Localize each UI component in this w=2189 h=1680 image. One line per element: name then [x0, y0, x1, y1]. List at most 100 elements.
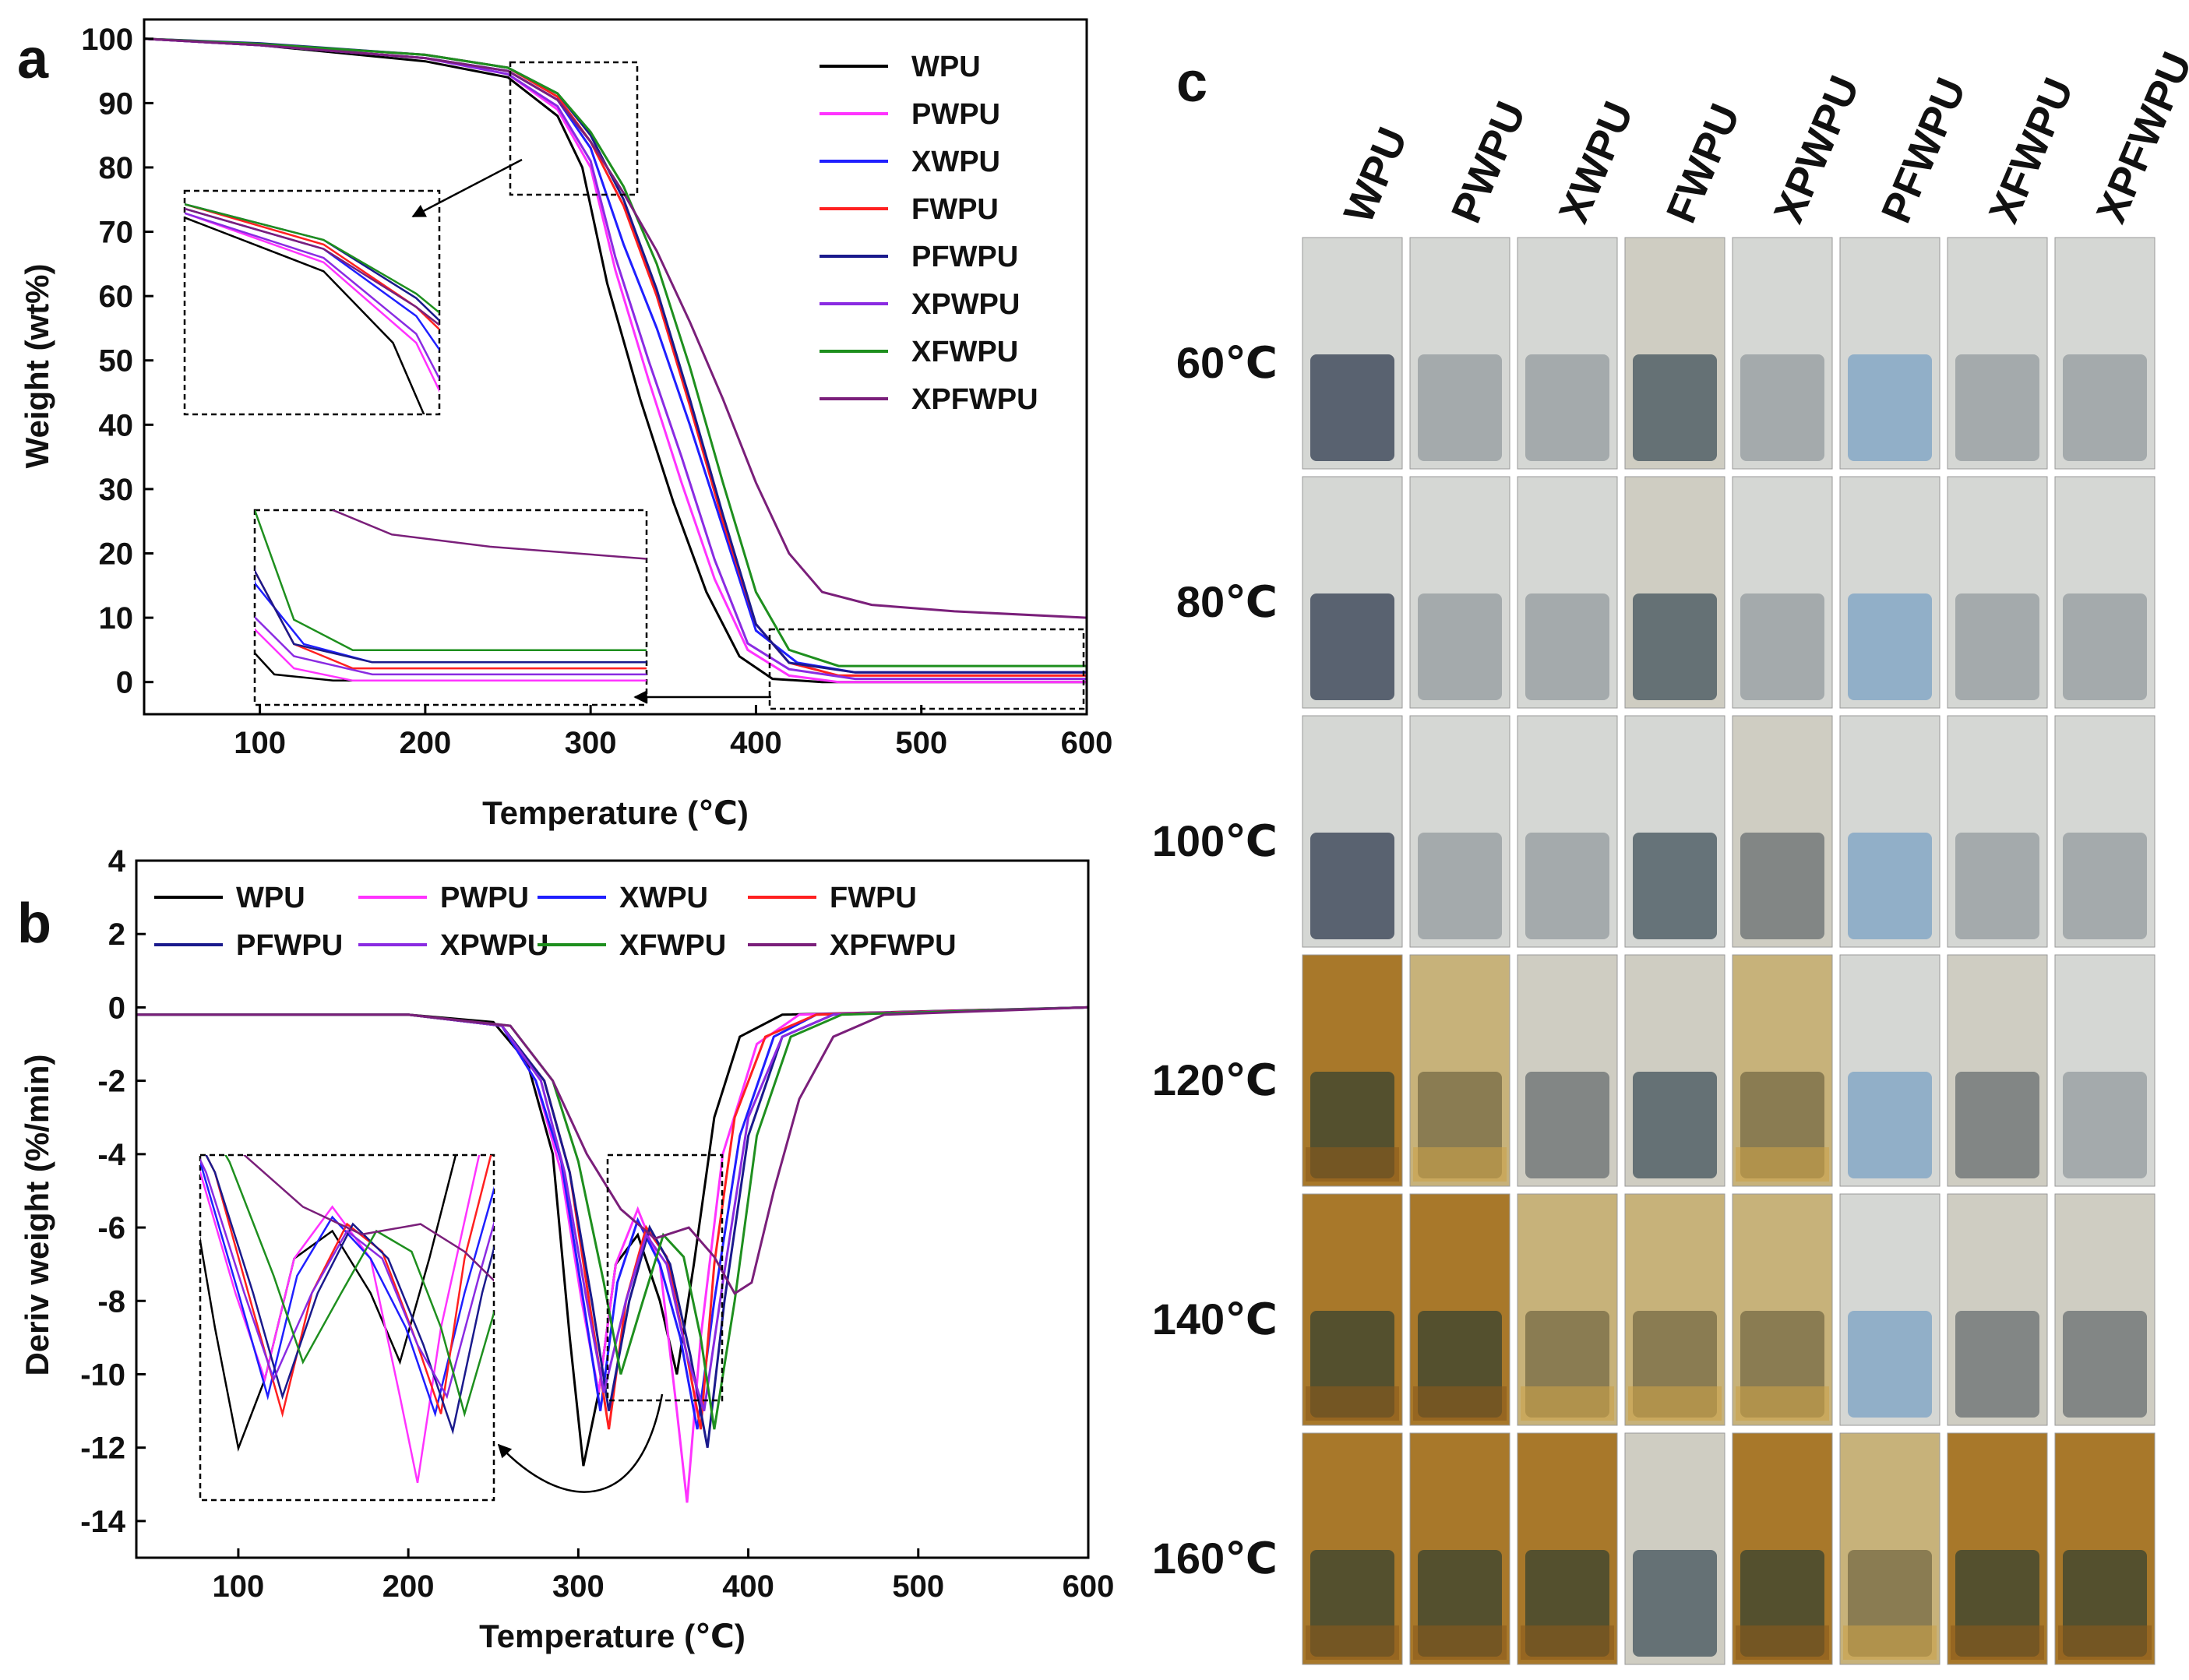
photo-cell-coating-patch: [1525, 593, 1609, 700]
photo-cell-fwpu-140-: [1624, 1193, 1725, 1426]
dtg-y-tick-label: -14: [80, 1505, 126, 1539]
tga-x-axis-title: Temperature (℃): [482, 794, 749, 831]
dtg-y-tick-label: 2: [108, 917, 125, 952]
photo-cell-coating-patch: [1418, 833, 1502, 939]
photo-cell-coating-patch: [1310, 354, 1394, 461]
photo-grid-row-100-: 100℃: [1152, 816, 1278, 865]
tga-x-tick-label: 500: [895, 726, 947, 760]
photo-cell-background: [1732, 237, 1833, 470]
photo-cell-coating-patch: [1418, 354, 1502, 461]
tga-zoom-region-top: [509, 61, 639, 196]
photo-cell-pfwpu-160-: [1839, 1432, 1940, 1665]
photo-cell-xfwpu-160-: [1947, 1432, 2048, 1665]
photo-cell-coating-patch: [1740, 593, 1824, 700]
photo-cell-corrosion-band: [2058, 1625, 2152, 1660]
tga-y-tick-label: 50: [99, 344, 134, 379]
photo-cell-corrosion-band: [1736, 1625, 1829, 1660]
tga-series-group: [144, 37, 1087, 684]
photo-cell-wpu-100-: [1302, 715, 1403, 948]
photo-cell-xpwpu-120-: [1732, 954, 1833, 1187]
tga-bottom-inset-series-xpfwpu: [332, 510, 647, 560]
photo-cell-corrosion-band: [1736, 1147, 1829, 1182]
photo-cell-coating-patch: [2063, 1311, 2147, 1418]
tga-bottom-inset-series-xpwpu: [255, 615, 647, 676]
tga-y-tick-label: 60: [99, 280, 134, 314]
dtg-inset-series-pfwpu: [205, 1155, 494, 1435]
dtg-series-pfwpu: [136, 1006, 1088, 1448]
photo-cell-xpwpu-160-: [1732, 1432, 1833, 1665]
tga-legend-label-fwpu: FWPU: [911, 193, 999, 226]
tga-y-tick-label: 40: [99, 408, 134, 442]
dtg-y-tick-label: -12: [80, 1432, 125, 1466]
photo-cell-fwpu-80-: [1624, 476, 1725, 709]
photo-cell-background: [2054, 476, 2156, 709]
dtg-series-xpwpu: [136, 1006, 1088, 1412]
photo-cell-wpu-140-: [1302, 1193, 1403, 1426]
photo-grid-row-headers: 60℃ 80℃ 100℃ 120℃ 140℃ 160℃: [1152, 338, 1278, 1583]
dtg-inset-series-xpfwpu: [242, 1155, 494, 1282]
dtg-x-tick-label: 100: [213, 1569, 265, 1604]
photo-cell-xwpu-140-: [1517, 1193, 1618, 1426]
dtg-legend-label-wpu: WPU: [236, 882, 305, 914]
photo-cell-xfwpu-100-: [1947, 715, 2048, 948]
dtg-inset-series-pwpu: [200, 1155, 481, 1484]
tga-inset-top-frame: [183, 189, 441, 416]
photo-cell-coating-patch: [1525, 1072, 1609, 1178]
tga-legend-label-wpu: WPU: [911, 51, 981, 83]
photo-cell-background: [1409, 237, 1510, 470]
photo-cell-coating-patch: [1740, 354, 1824, 461]
photo-cell-pfwpu-100-: [1839, 715, 1940, 948]
photo-cell-background: [1947, 237, 2048, 470]
tga-series-xfwpu: [144, 37, 1087, 667]
photo-cell-pwpu-160-: [1409, 1432, 1510, 1665]
photo-cell-background: [1409, 476, 1510, 709]
photo-cell-fwpu-100-: [1624, 715, 1725, 948]
photo-cell-pfwpu-80-: [1839, 476, 1940, 709]
photo-grid-row-120-: 120℃: [1152, 1055, 1278, 1104]
tga-legend-label-pfwpu: PFWPU: [911, 241, 1018, 273]
tga-bottom-inset-series-xwpu: [255, 578, 647, 664]
tga-inset-top-arrow: [411, 158, 523, 218]
photo-grid-column-xwpu: XWPU: [1550, 95, 1643, 230]
photo-cell-coating-patch: [1848, 1072, 1932, 1178]
dtg-x-tick-label: 600: [1063, 1569, 1115, 1604]
photo-cell-coating-patch: [1955, 1311, 2039, 1418]
tga-series-wpu: [144, 37, 1087, 684]
dtg-x-tick-label: 300: [552, 1569, 605, 1604]
photo-cell-coating-patch: [1955, 593, 2039, 700]
photo-cell-coating-patch: [2063, 593, 2147, 700]
photo-cell-background: [2054, 237, 2156, 470]
dtg-y-tick-label: -8: [97, 1284, 125, 1319]
photo-cell-xpfwpu-100-: [2054, 715, 2156, 948]
photo-cell-coating-patch: [1633, 1072, 1717, 1178]
photo-cell-coating-patch: [1955, 833, 2039, 939]
photo-cell-coating-patch: [1740, 833, 1824, 939]
dtg-legend-label-pfwpu: PFWPU: [236, 929, 343, 962]
dtg-axis-ticks: 100 200 300 400 500 600 -14 -12 -10 -8 -6 -4 -2 0 2 4: [80, 844, 1114, 1604]
dtg-inset-series: [200, 1155, 494, 1484]
dtg-inset-frame: [199, 1153, 495, 1502]
photo-cell-coating-patch: [1633, 593, 1717, 700]
photo-grid-column-pfwpu: PFWPU: [1873, 72, 1975, 230]
photo-cell-background: [1409, 715, 1510, 948]
dtg-plot-frame: [135, 859, 1090, 1559]
photo-cell-corrosion-band: [1306, 1386, 1399, 1421]
photo-cell-background: [1947, 715, 2048, 948]
photo-cell-wpu-160-: [1302, 1432, 1403, 1665]
photo-cell-coating-patch: [1848, 1311, 1932, 1418]
photo-cell-pwpu-80-: [1409, 476, 1510, 709]
tga-legend-label-xpwpu: XPWPU: [911, 288, 1020, 321]
photo-cell-coating-patch: [1633, 1550, 1717, 1657]
photo-cell-xpfwpu-160-: [2054, 1432, 2156, 1665]
photo-cell-coating-patch: [1525, 833, 1609, 939]
photo-cell-coating-patch: [2063, 833, 2147, 939]
dtg-inset-series-xfwpu: [224, 1155, 494, 1418]
dtg-y-tick-label: 4: [108, 844, 126, 879]
dtg-x-axis-title: Temperature (℃): [479, 1618, 746, 1654]
photo-cell-background: [2054, 715, 2156, 948]
tga-legend-label-xwpu: XWPU: [911, 146, 1000, 178]
photo-cell-xwpu-80-: [1517, 476, 1618, 709]
tga-y-tick-label: 30: [99, 473, 134, 507]
photo-cell-coating-patch: [2063, 354, 2147, 461]
photo-cell-pfwpu-60-: [1839, 237, 1940, 470]
